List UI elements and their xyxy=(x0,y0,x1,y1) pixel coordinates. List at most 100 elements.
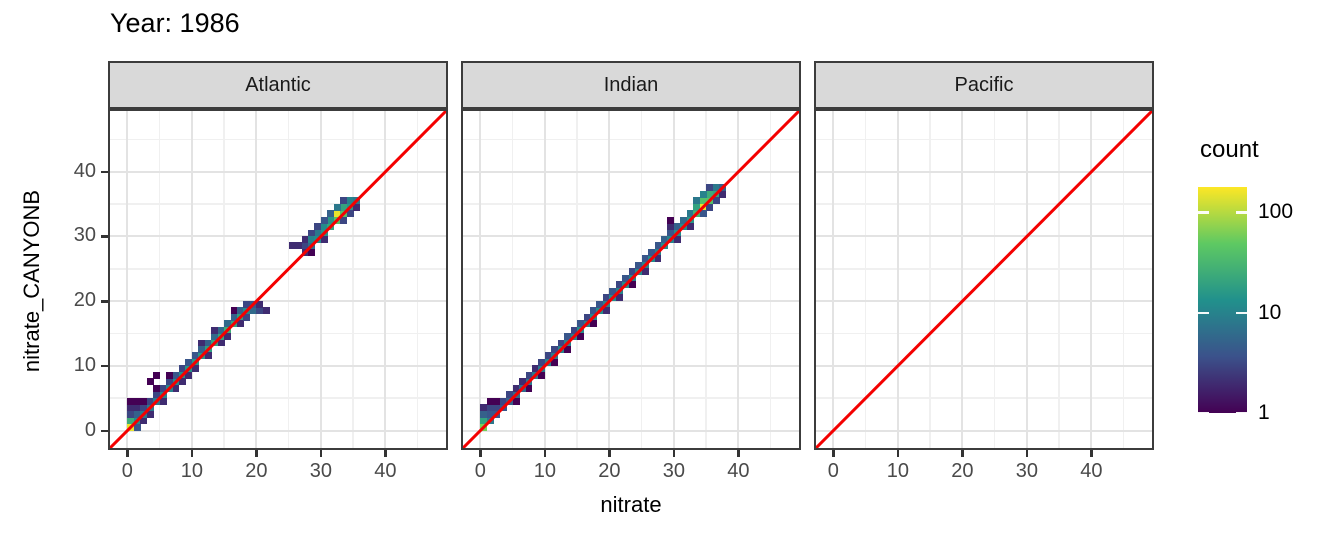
x-axis-title: nitrate xyxy=(600,492,662,517)
x-tick-mark xyxy=(832,450,835,457)
legend-tick-label: 1 xyxy=(1258,401,1270,424)
bin-cell xyxy=(172,384,180,392)
bin-cell xyxy=(262,307,270,315)
grid-line-minor xyxy=(640,109,643,450)
legend-tick-label: 10 xyxy=(1258,300,1282,324)
facet-strip-pacific: Pacific xyxy=(814,61,1154,109)
bin-cell xyxy=(499,404,507,412)
x-tick-label: 30 xyxy=(309,460,333,482)
x-tick-label: 10 xyxy=(886,460,909,482)
bin-cell xyxy=(140,417,148,425)
bin-cell xyxy=(159,391,167,399)
bin-cell xyxy=(217,339,225,347)
grid-line-minor xyxy=(769,109,772,450)
bin-cell xyxy=(327,223,335,230)
grid-line-major xyxy=(461,364,801,367)
facet-strip-indian: Indian xyxy=(461,61,801,109)
legend-tick-mark xyxy=(1236,311,1247,315)
bin-cell xyxy=(615,294,623,302)
legend-tick-mark xyxy=(1198,311,1209,315)
bin-cell xyxy=(493,410,501,418)
grid-line-minor xyxy=(705,109,707,450)
facet-pacific: Pacific 0 10 20 30 40 xyxy=(814,0,1154,537)
x-tick-label: 10 xyxy=(180,460,203,482)
x-tick-mark xyxy=(319,450,323,457)
legend-tick-label: 100 xyxy=(1258,200,1294,224)
plot-title: Year: 1986 xyxy=(110,8,240,38)
bin-cell xyxy=(243,313,251,321)
grid-line-minor xyxy=(1058,109,1060,450)
bin-cell xyxy=(340,216,348,224)
grid-line-major xyxy=(832,109,835,450)
x-tick-mark xyxy=(961,450,964,457)
facet-atlantic: Atlantic 0 10 20 30 40 xyxy=(108,0,448,537)
facet-label-indian: Indian xyxy=(603,73,659,96)
grid-line-major xyxy=(814,429,1154,432)
x-tick-label: 30 xyxy=(662,460,686,482)
x-tick-mark xyxy=(1025,450,1029,457)
grid-line-major xyxy=(1090,109,1093,450)
grid-line-major xyxy=(108,300,448,303)
y-tick-mark xyxy=(101,170,108,174)
grid-line-minor xyxy=(814,203,1154,205)
bin-cell xyxy=(191,365,199,373)
grid-line-major xyxy=(108,364,448,367)
bin-cell xyxy=(204,352,212,360)
legend-tick-mark xyxy=(1236,211,1247,214)
bin-cell xyxy=(577,333,585,340)
grid-line-major xyxy=(608,109,611,450)
grid-line-major xyxy=(108,235,448,238)
bin-cell xyxy=(480,423,488,431)
x-tick-mark xyxy=(608,450,611,457)
bin-cell xyxy=(353,203,361,211)
bin-cell xyxy=(686,223,694,230)
x-tick-label: 10 xyxy=(533,460,556,482)
x-tick-label: 40 xyxy=(374,460,397,482)
grid-line-major xyxy=(814,300,1154,303)
x-tick-label: 40 xyxy=(727,460,750,482)
x-tick-label: 0 xyxy=(121,460,133,482)
bin-cell xyxy=(512,397,520,405)
bin-cell xyxy=(346,210,354,218)
bin-cell xyxy=(308,248,315,256)
x-tick-label: 30 xyxy=(1015,460,1039,482)
bin-cell xyxy=(127,410,135,418)
bin-cell xyxy=(301,235,309,243)
grid-line-major xyxy=(896,109,899,450)
x-tick-mark xyxy=(672,450,676,457)
bin-cell xyxy=(719,190,726,198)
bin-cell xyxy=(538,371,546,379)
bin-cell xyxy=(693,197,701,205)
bin-cell xyxy=(340,197,348,205)
y-tick-label: 0 xyxy=(84,418,96,441)
grid-line-major xyxy=(108,429,448,432)
legend-title: count xyxy=(1200,136,1259,163)
bin-cell xyxy=(699,210,707,218)
x-tick-mark xyxy=(737,450,740,457)
bin-cell xyxy=(719,184,726,192)
bin-cell xyxy=(706,203,714,211)
x-tick-mark xyxy=(255,450,258,457)
grid-line-minor xyxy=(416,109,419,450)
grid-line-major xyxy=(543,109,546,450)
grid-line-minor xyxy=(223,109,225,450)
y-tick-mark xyxy=(101,300,108,303)
y-tick-label: 10 xyxy=(73,353,96,376)
legend-tick-mark xyxy=(1198,412,1209,415)
grid-line-major xyxy=(461,170,801,173)
bin-cell xyxy=(602,307,610,315)
bin-cell xyxy=(140,397,148,405)
x-axis-atlantic: 0 10 20 30 40 xyxy=(108,450,448,490)
x-tick-mark xyxy=(384,450,387,457)
grid-line-major xyxy=(814,364,1154,367)
grid-line-major xyxy=(461,235,801,238)
bin-cell xyxy=(525,384,533,392)
bin-cell xyxy=(237,320,244,328)
y-axis-title: nitrate_CANYONB xyxy=(19,189,44,373)
grid-line-minor xyxy=(814,268,1154,270)
bin-cell xyxy=(320,216,328,224)
grid-line-minor xyxy=(461,138,801,141)
y-tick-label: 20 xyxy=(73,289,96,312)
bin-cell xyxy=(641,268,649,276)
bin-cell xyxy=(654,255,662,263)
